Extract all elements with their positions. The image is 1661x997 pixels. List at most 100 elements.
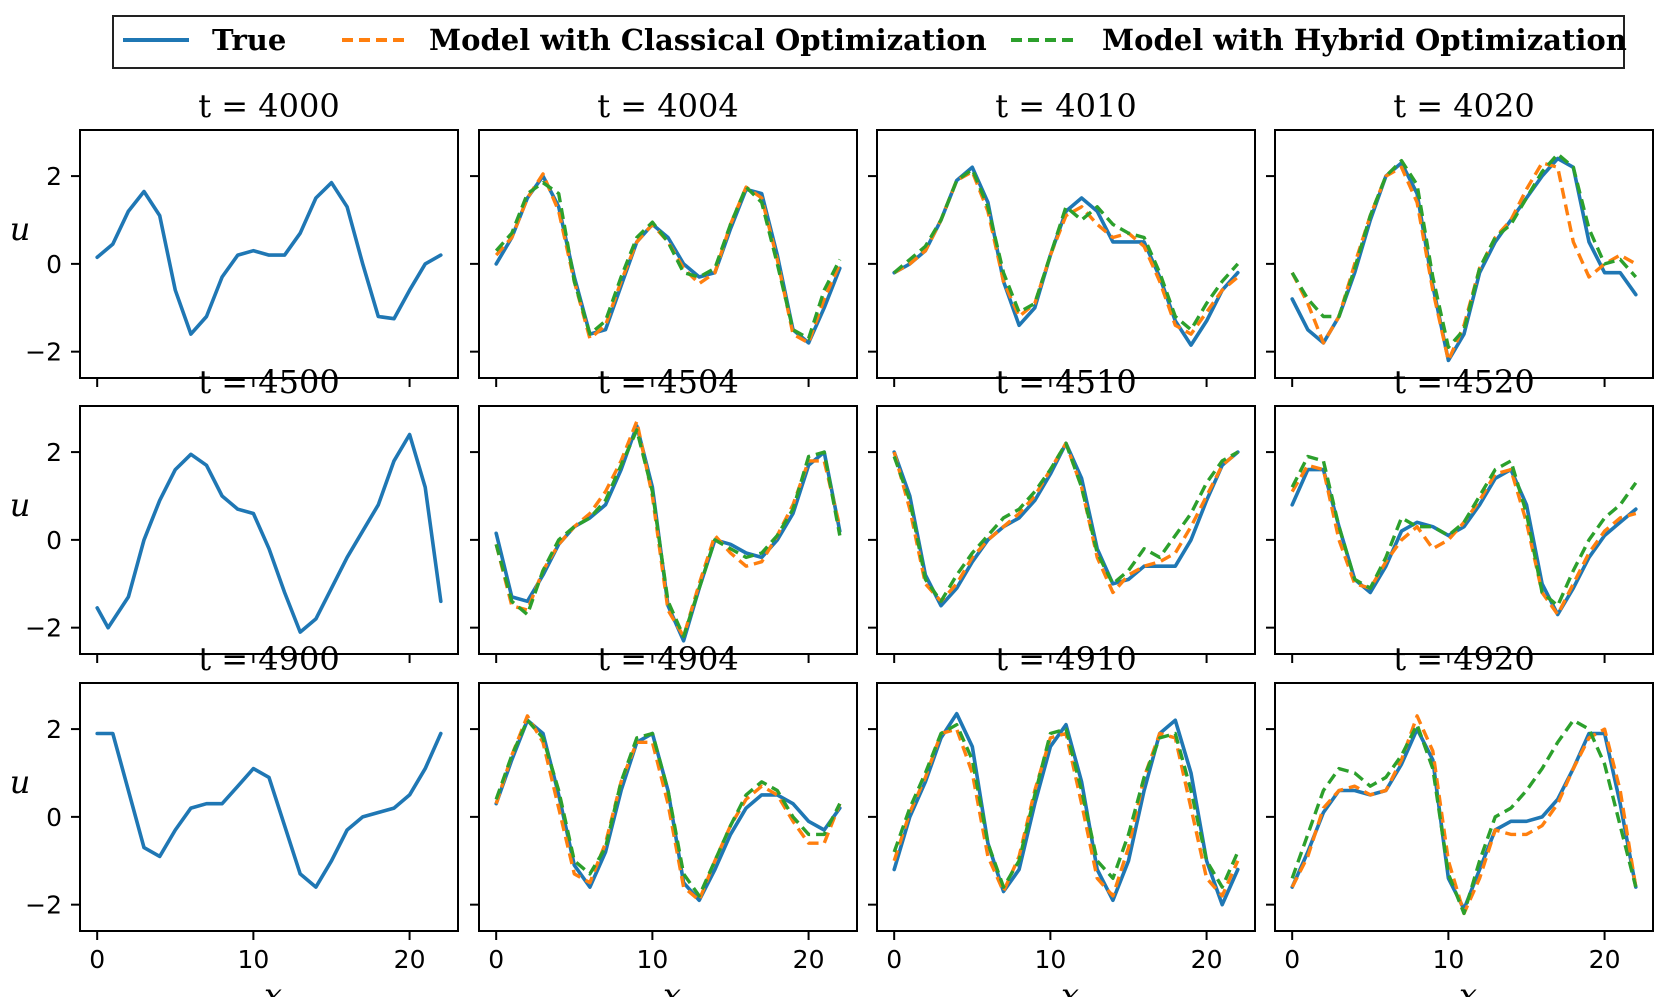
x-tick-label: 10 xyxy=(636,945,668,974)
x-tick-label: 0 xyxy=(488,945,504,974)
series-group xyxy=(892,711,1240,907)
panel-title: t = 4510 xyxy=(995,363,1136,401)
panel-8: t = 4520 xyxy=(1266,363,1654,663)
panel-title: t = 4020 xyxy=(1393,87,1534,125)
series-line-hybrid xyxy=(494,428,842,639)
axes-frame xyxy=(478,682,858,932)
y-tick-label: −2 xyxy=(25,891,62,920)
series-line-true xyxy=(892,441,1240,608)
series-group xyxy=(1290,454,1638,617)
axes-frame xyxy=(478,405,858,655)
panel-title: t = 4000 xyxy=(198,87,339,125)
axes-frame xyxy=(79,682,459,932)
axes-frame xyxy=(1274,129,1654,379)
series-group xyxy=(95,432,443,634)
panel-title: t = 4500 xyxy=(198,363,339,401)
x-tick-label: 10 xyxy=(1432,945,1464,974)
x-tick-label: 0 xyxy=(89,945,105,974)
series-line-hybrid xyxy=(494,718,842,898)
series-line-hybrid xyxy=(1290,152,1638,349)
y-tick-label: −2 xyxy=(25,338,62,367)
x-tick-label: 10 xyxy=(1034,945,1066,974)
panel-title: t = 4010 xyxy=(995,87,1136,125)
panel-title: t = 4900 xyxy=(198,640,339,678)
x-tick-label: 20 xyxy=(394,945,426,974)
legend: True Model with Classical Optimization Mod… xyxy=(112,15,1627,69)
panel-title: t = 4504 xyxy=(597,363,738,401)
series-line-true xyxy=(95,180,443,336)
axes-frame xyxy=(876,405,1256,655)
series-line-hybrid xyxy=(893,167,1240,332)
series-line-true xyxy=(892,711,1240,907)
series-line-classical xyxy=(494,714,842,902)
series-group xyxy=(892,165,1240,347)
series-group xyxy=(95,180,443,336)
x-axis-label: x xyxy=(1061,976,1079,997)
y-tick-label: 0 xyxy=(46,250,62,279)
series-line-true xyxy=(1290,467,1638,617)
series-line-classical xyxy=(893,170,1239,336)
y-axis-label: u xyxy=(10,763,31,801)
series-line-true xyxy=(95,432,443,634)
panel-title: t = 4920 xyxy=(1393,640,1534,678)
axes-frame xyxy=(876,682,1256,932)
panel-4: t = 4020 xyxy=(1266,87,1654,387)
y-axis-label: u xyxy=(10,486,31,524)
panel-title: t = 4904 xyxy=(597,640,738,678)
legend-label-true: True xyxy=(212,23,286,57)
series-line-true xyxy=(494,424,842,643)
series-line-hybrid xyxy=(892,723,1240,889)
panel-2: t = 4004 xyxy=(470,87,858,387)
x-tick-label: 20 xyxy=(1191,945,1223,974)
x-axis-label: x xyxy=(663,976,681,997)
axes-frame xyxy=(876,129,1256,379)
series-line-hybrid xyxy=(494,181,842,341)
axes-frame xyxy=(1274,405,1654,655)
series-group xyxy=(494,419,842,643)
panel-title: t = 4520 xyxy=(1393,363,1534,401)
panel-10: t = 4904 0 10 20 x xyxy=(470,640,858,997)
series-group xyxy=(494,172,842,345)
series-line-hybrid xyxy=(892,441,1239,603)
panel-7: t = 4510 xyxy=(868,363,1256,663)
x-axis-label: x xyxy=(1459,976,1477,997)
panel-12: t = 4920 0 10 20 x xyxy=(1266,640,1654,997)
series-group xyxy=(494,714,842,903)
axes-frame xyxy=(478,129,858,379)
panel-1: t = 4000 −2 0 2u xyxy=(10,87,459,387)
series-line-hybrid xyxy=(1290,718,1638,916)
y-tick-label: −2 xyxy=(25,614,62,643)
series-line-true xyxy=(1290,156,1638,363)
x-axis-label: x xyxy=(264,976,282,997)
series-line-true xyxy=(892,165,1240,347)
y-tick-label: 0 xyxy=(46,803,62,832)
panel-6: t = 4504 xyxy=(470,363,858,663)
legend-label-hybrid: Model with Hybrid Optimization xyxy=(1102,23,1627,57)
panel-11: t = 4910 0 10 20 x xyxy=(868,640,1256,997)
y-tick-label: 2 xyxy=(46,715,62,744)
series-group xyxy=(1290,152,1638,363)
series-line-hybrid xyxy=(1290,454,1638,608)
series-group xyxy=(1290,714,1638,916)
panel-3: t = 4010 xyxy=(868,87,1256,387)
panel-title: t = 4910 xyxy=(995,640,1136,678)
panel-5: t = 4500 −2 0 2u xyxy=(10,363,459,663)
x-tick-label: 0 xyxy=(1284,945,1300,974)
y-axis-label: u xyxy=(10,210,31,248)
y-tick-label: 0 xyxy=(46,526,62,555)
series-line-classical xyxy=(494,172,842,345)
axes-frame xyxy=(1274,682,1654,932)
series-group xyxy=(892,441,1240,608)
y-tick-label: 2 xyxy=(46,162,62,191)
series-line-true xyxy=(95,731,443,889)
y-tick-label: 2 xyxy=(46,438,62,467)
series-group xyxy=(95,731,443,889)
panel-title: t = 4004 xyxy=(597,87,738,125)
x-tick-label: 20 xyxy=(1589,945,1621,974)
axes-frame xyxy=(79,129,459,379)
legend-label-classical: Model with Classical Optimization xyxy=(429,23,987,57)
series-line-true xyxy=(494,174,842,345)
